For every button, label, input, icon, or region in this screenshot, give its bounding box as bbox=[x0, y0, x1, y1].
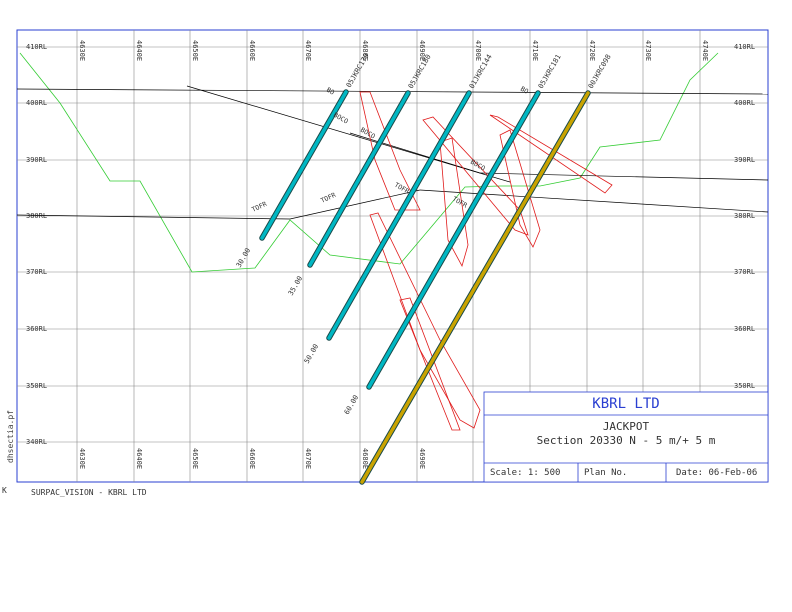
easting-label-top: 4720E bbox=[588, 40, 596, 61]
file-name-label: dhsectia.pf bbox=[5, 410, 15, 463]
easting-label-top: 4680E bbox=[361, 40, 369, 61]
section-description: Section 20330 N - 5 m/+ 5 m bbox=[536, 434, 716, 447]
scale-field: Scale: 1: 500 bbox=[490, 468, 561, 478]
drillhole-trace bbox=[260, 90, 348, 240]
tofr-label-3: TOFR bbox=[393, 181, 411, 196]
rl-label-left: 360RL bbox=[26, 325, 47, 333]
bo-label-2: BO bbox=[519, 85, 530, 96]
bo-label-1: BO bbox=[325, 86, 336, 97]
project-name: JACKPOT bbox=[602, 420, 650, 433]
rl-label-left: 350RL bbox=[26, 382, 47, 390]
title-block bbox=[483, 391, 769, 483]
drillhole-name: 05JKRC179 bbox=[345, 52, 371, 89]
rl-label-right: 370RL bbox=[734, 268, 755, 276]
rl-label-left: 340RL bbox=[26, 438, 47, 446]
date-field: Date: 06-Feb-06 bbox=[676, 468, 758, 478]
drillhole-trace bbox=[367, 91, 540, 389]
rl-label-left: 400RL bbox=[26, 99, 47, 107]
easting-label-bottom: 4690E bbox=[418, 448, 426, 469]
easting-label-top: 4640E bbox=[135, 40, 143, 61]
easting-label-bottom: 4630E bbox=[78, 448, 86, 469]
drawing-frame bbox=[16, 29, 769, 483]
tofr-label-1: TOFR bbox=[250, 200, 268, 214]
easting-label-top: 4660E bbox=[248, 40, 256, 61]
rl-label-right: 390RL bbox=[734, 156, 755, 164]
drillhole-trace bbox=[360, 91, 590, 484]
rl-label-right: 400RL bbox=[734, 99, 755, 107]
boco-label-1: BOCO bbox=[332, 111, 350, 126]
rl-label-left: 370RL bbox=[26, 268, 47, 276]
drillhole-depth: 50.00 bbox=[303, 343, 320, 365]
easting-label-top: 4690E bbox=[418, 40, 426, 61]
rl-label-right: 360RL bbox=[734, 325, 755, 333]
rl-label-right: 380RL bbox=[734, 212, 755, 220]
tofr-label-4: TOFR bbox=[451, 195, 469, 210]
plan-no-field: Plan No. bbox=[584, 468, 628, 478]
drillhole-trace bbox=[308, 91, 410, 267]
easting-label-bottom: 4660E bbox=[248, 448, 256, 469]
easting-label-bottom: 4650E bbox=[191, 448, 199, 469]
easting-label-bottom: 4640E bbox=[135, 448, 143, 469]
software-footer: SURPAC_VISION - KBRL LTD bbox=[31, 488, 147, 497]
drillhole-depth: 30.00 bbox=[235, 247, 252, 269]
tofr-label-2: TOFR bbox=[319, 191, 337, 205]
rl-label-left: 390RL bbox=[26, 156, 47, 164]
drillhole-depth: 60.00 bbox=[343, 394, 360, 416]
corner-glyph: K bbox=[2, 486, 7, 495]
lode-outlines bbox=[359, 91, 613, 431]
drillhole-trace bbox=[327, 91, 471, 340]
section-lines bbox=[16, 85, 769, 220]
easting-label-bottom: 4670E bbox=[304, 448, 312, 469]
easting-label-top: 4630E bbox=[78, 40, 86, 61]
easting-label-top: 4710E bbox=[531, 40, 539, 61]
topography-line bbox=[19, 52, 719, 273]
drillhole-depth: 35.00 bbox=[287, 275, 304, 297]
easting-label-top: 4670E bbox=[304, 40, 312, 61]
easting-label-bottom: 4680E bbox=[361, 448, 369, 469]
rl-label-right: 410RL bbox=[734, 43, 755, 51]
company-name: KBRL LTD bbox=[592, 396, 660, 412]
rl-label-right: 350RL bbox=[734, 382, 755, 390]
rl-label-left: 380RL bbox=[26, 212, 47, 220]
easting-label-top: 4740E bbox=[701, 40, 709, 61]
rl-label-left: 410RL bbox=[26, 43, 47, 51]
drillhole-name: 05JKRC181 bbox=[537, 53, 563, 90]
easting-label-top: 4650E bbox=[191, 40, 199, 61]
easting-label-top: 4730E bbox=[644, 40, 652, 61]
easting-label-top: 4700E bbox=[474, 40, 482, 61]
